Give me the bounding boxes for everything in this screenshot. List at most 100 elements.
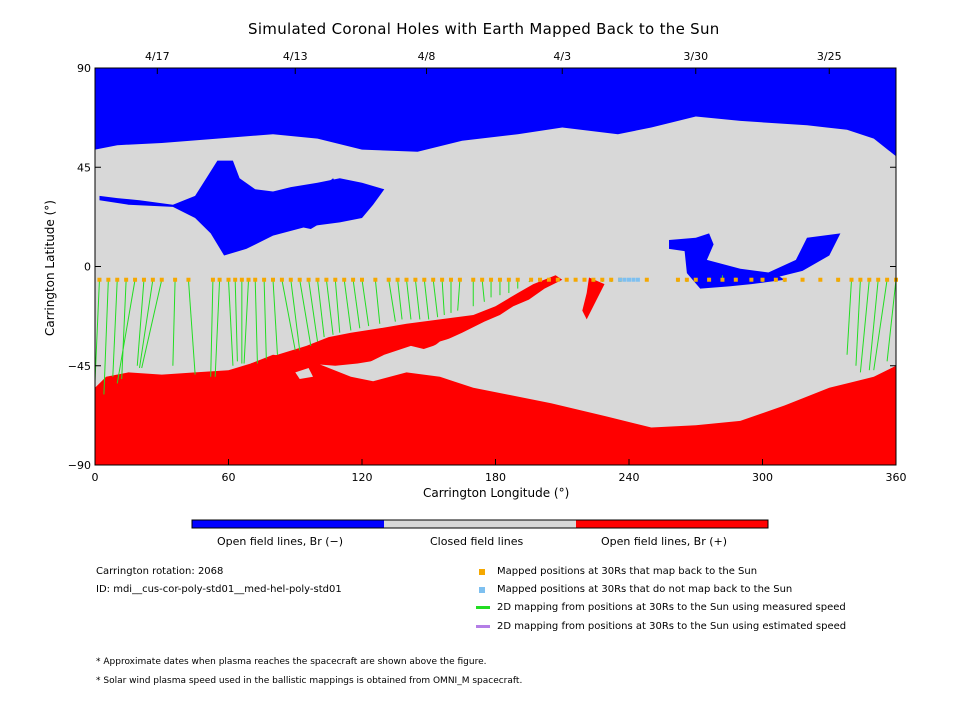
- mapping-line: [243, 279, 250, 364]
- colorbar-label-negative: Open field lines, Br (−): [217, 535, 344, 548]
- mapped-point: [858, 277, 863, 282]
- mapping-line: [139, 279, 154, 369]
- mapped-point: [529, 277, 534, 282]
- mapped-point: [760, 277, 765, 282]
- mapping-line: [423, 279, 430, 320]
- mapping-line: [388, 279, 396, 322]
- mapping-line: [172, 279, 176, 366]
- note-speed: * Solar wind plasma speed used in the ba…: [96, 676, 523, 686]
- colorbar-label-closed: Closed field lines: [430, 535, 524, 548]
- legend-unmapped-marker: [479, 587, 485, 593]
- mapped-point: [253, 277, 258, 282]
- mapped-point: [440, 277, 445, 282]
- date-tick-label: 4/8: [418, 50, 436, 63]
- mapping-line: [859, 279, 870, 373]
- y-axis-label: Carrington Latitude (°): [42, 200, 57, 336]
- y-tick-label: −90: [68, 459, 91, 472]
- mapped-point: [471, 277, 476, 282]
- unmapped-point: [631, 277, 636, 282]
- mapping-line: [290, 279, 301, 351]
- mapped-point: [600, 277, 605, 282]
- mapped-point: [675, 277, 680, 282]
- mapped-point: [538, 277, 542, 282]
- mapping-line: [121, 279, 127, 380]
- x-tick-label: 120: [352, 471, 373, 484]
- y-tick-label: −45: [68, 360, 91, 373]
- mapped-point: [404, 277, 409, 282]
- coronal-hole-map: [95, 68, 896, 465]
- mapping-line: [136, 279, 145, 366]
- mapped-point: [106, 277, 111, 282]
- mapping-line: [141, 279, 163, 369]
- mapped-point: [707, 277, 712, 282]
- mapping-line: [187, 279, 196, 375]
- mapped-point: [885, 277, 890, 282]
- mapping-line: [234, 279, 238, 362]
- mapped-point: [262, 277, 267, 282]
- mapped-point: [800, 277, 805, 282]
- mapped-point: [246, 277, 251, 282]
- mapped-point: [150, 277, 155, 282]
- mapping-line: [103, 279, 109, 395]
- mapping-line: [855, 279, 861, 366]
- mapped-point: [226, 277, 231, 282]
- date-tick-label: 4/13: [283, 50, 308, 63]
- mapped-point: [684, 277, 689, 282]
- x-tick-label: 300: [752, 471, 773, 484]
- mapping-line: [116, 279, 136, 384]
- x-tick-label: 240: [619, 471, 640, 484]
- colorbar-frame: [191, 519, 769, 529]
- mapped-point: [133, 277, 138, 282]
- mapping-line: [846, 279, 852, 355]
- closed-island-1: [428, 332, 518, 382]
- mapping-line: [343, 279, 352, 331]
- model-id: ID: mdi__cus-cor-poly-std01__med-hel-pol…: [96, 584, 342, 595]
- y-tick-label: 45: [77, 161, 91, 174]
- mapped-point: [288, 277, 293, 282]
- unmapped-point: [627, 277, 631, 282]
- mapped-point: [836, 277, 841, 282]
- axes: 0 60 120 180 240 300 360 90 45 0 −45 −90 4/17 4/13 4/8…: [68, 50, 907, 484]
- mapped-point: [279, 277, 284, 282]
- mapped-point: [395, 277, 400, 282]
- carrington-rotation: Carrington rotation: 2068: [96, 566, 224, 577]
- mapping-line: [886, 279, 897, 362]
- mapped-point: [431, 277, 436, 282]
- mapping-line: [397, 279, 403, 320]
- mapping-line: [210, 279, 214, 377]
- mapped-point: [480, 277, 485, 282]
- mapped-point: [515, 277, 520, 282]
- mapping-line: [414, 279, 421, 320]
- mapped-point: [233, 277, 238, 282]
- y-tick-label: 0: [84, 261, 91, 274]
- x-tick-label: 180: [485, 471, 506, 484]
- closed-island-2: [295, 368, 313, 379]
- mapped-point: [582, 277, 587, 282]
- mapped-point: [497, 277, 502, 282]
- mapping-line: [374, 279, 381, 324]
- mapped-point: [457, 277, 462, 282]
- mapped-point: [141, 277, 146, 282]
- date-tick-label: 3/25: [817, 50, 842, 63]
- mapped-point: [159, 277, 164, 282]
- mapped-point: [210, 277, 215, 282]
- legend-measured-line: [476, 606, 490, 609]
- mapped-point: [546, 277, 551, 282]
- mapped-point: [849, 277, 854, 282]
- mapping-line: [352, 279, 361, 329]
- mapping-line: [254, 279, 258, 364]
- mapped-point: [186, 277, 191, 282]
- mapping-points: [97, 277, 898, 282]
- mapped-point: [124, 277, 129, 282]
- chart-title: Simulated Coronal Holes with Earth Mappe…: [248, 20, 720, 38]
- mapped-point: [115, 277, 120, 282]
- unmapped-point: [622, 277, 627, 282]
- mapped-point: [449, 277, 453, 282]
- mapping-line: [868, 279, 879, 371]
- mapped-point: [773, 277, 778, 282]
- colorbar-segment-1: [384, 520, 576, 528]
- note-dates: * Approximate dates when plasma reaches …: [96, 657, 487, 667]
- legend-unmapped-label: Mapped positions at 30Rs that do not map…: [497, 584, 793, 595]
- mapping-line: [441, 279, 445, 316]
